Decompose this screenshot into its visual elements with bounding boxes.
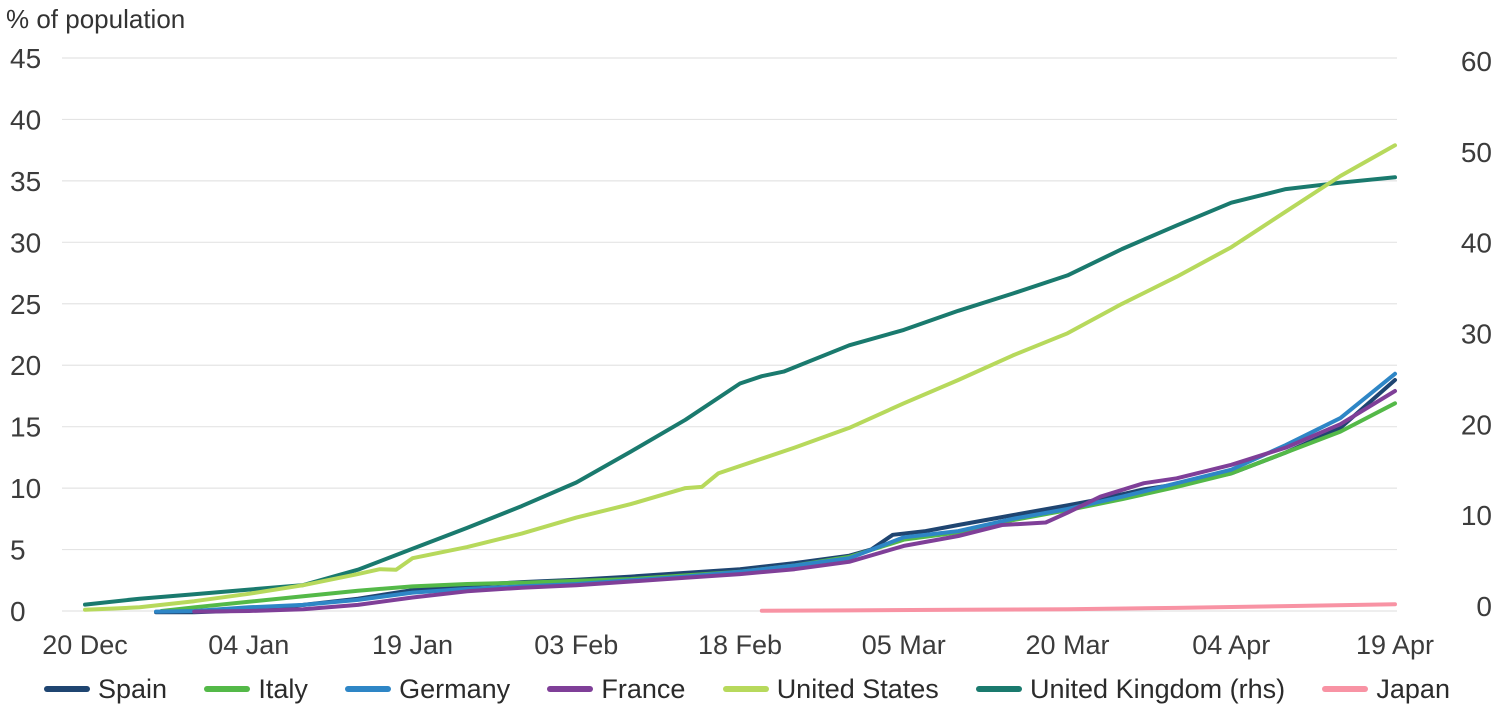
- series-line-japan: [759, 602, 1397, 613]
- left-axis-tick-label: 25: [10, 289, 41, 320]
- chart-legend: Spain Italy Germany France United States Unit…: [0, 666, 1500, 712]
- left-axis-tick-label: 35: [10, 166, 41, 197]
- left-axis-labels: 0 5 10 15 20 25 30 35 40 45: [10, 43, 41, 627]
- right-axis-tick-label: 60: [1461, 46, 1492, 77]
- legend-swatch-italy: [204, 686, 251, 692]
- legend-swatch-france: [547, 686, 594, 692]
- right-axis-tick-label: 20: [1461, 409, 1492, 440]
- legend-label-japan: Japan: [1376, 673, 1450, 704]
- legend-item-spain: Spain: [44, 674, 167, 705]
- x-axis-tick-label: 04 Jan: [208, 630, 289, 660]
- right-axis-labels: 0 10 20 30 40 50 60: [1461, 46, 1492, 622]
- series-line-germany: [154, 371, 1397, 614]
- left-axis-tick-label: 5: [10, 535, 26, 566]
- x-axis-tick-label: 19 Jan: [372, 630, 453, 660]
- left-axis-tick-label: 30: [10, 227, 41, 258]
- series-line-france: [192, 389, 1397, 614]
- legend-label-united-kingdom-rhs: United Kingdom (rhs): [1030, 673, 1286, 704]
- left-axis-tick-label: 10: [10, 473, 41, 504]
- x-axis-tick-label: 19 Apr: [1356, 630, 1434, 660]
- left-axis-tick-label: 20: [10, 350, 41, 381]
- legend-swatch-germany: [345, 686, 392, 692]
- legend-item-germany: Germany: [345, 674, 510, 705]
- series-line-italy: [159, 401, 1397, 613]
- x-axis-tick-label: 03 Feb: [534, 630, 618, 660]
- left-axis-tick-label: 45: [10, 43, 41, 74]
- series-line-united-states: [83, 143, 1397, 612]
- series-lines: [83, 143, 1397, 615]
- legend-label-germany: Germany: [399, 673, 511, 704]
- legend-label-united-states: United States: [776, 673, 939, 704]
- x-axis-tick-label: 05 Mar: [862, 630, 946, 660]
- line-chart-canvas: 0 5 10 15 20 25 30 35 40 45 0 10 20 30 40 50 60 20 Dec 04 …: [10, 43, 1492, 660]
- gridlines: [62, 57, 1397, 612]
- chart-title: % of population: [6, 4, 186, 34]
- legend-label-spain: Spain: [98, 673, 168, 704]
- x-axis-tick-label: 18 Feb: [698, 630, 782, 660]
- x-axis-tick-label: 04 Apr: [1192, 630, 1270, 660]
- right-axis-tick-label: 30: [1461, 319, 1492, 350]
- legend-item-united-states: United States: [722, 673, 939, 705]
- legend-label-italy: Italy: [258, 673, 308, 704]
- legend-item-japan: Japan: [1322, 674, 1450, 705]
- x-axis-tick-label: 20 Mar: [1025, 630, 1109, 660]
- right-axis-tick-label: 0: [1476, 591, 1492, 622]
- left-axis-tick-label: 40: [10, 104, 41, 135]
- x-axis-labels: 20 Dec 04 Jan 19 Jan 03 Feb 18 Feb 05 Mar 20 M…: [42, 630, 1434, 660]
- legend-item-united-kingdom-rhs: United Kingdom (rhs): [976, 674, 1285, 705]
- legend-swatch-spain: [44, 686, 90, 692]
- legend-label-france: France: [601, 673, 686, 704]
- legend-swatch-japan: [1322, 686, 1369, 692]
- right-axis-tick-label: 40: [1461, 228, 1492, 259]
- legend-item-italy: Italy: [204, 674, 308, 705]
- legend-swatch-united-states: [722, 686, 769, 692]
- right-axis-tick-label: 10: [1461, 500, 1492, 531]
- right-axis-tick-label: 50: [1461, 137, 1492, 168]
- legend-item-france: France: [547, 674, 685, 705]
- x-axis-tick-label: 20 Dec: [42, 630, 128, 660]
- series-line-united-kingdom-rhs: [83, 175, 1397, 607]
- left-axis-tick-label: 15: [10, 412, 41, 443]
- legend-swatch-united-kingdom-rhs: [976, 686, 1023, 692]
- left-axis-tick-label: 0: [10, 596, 26, 627]
